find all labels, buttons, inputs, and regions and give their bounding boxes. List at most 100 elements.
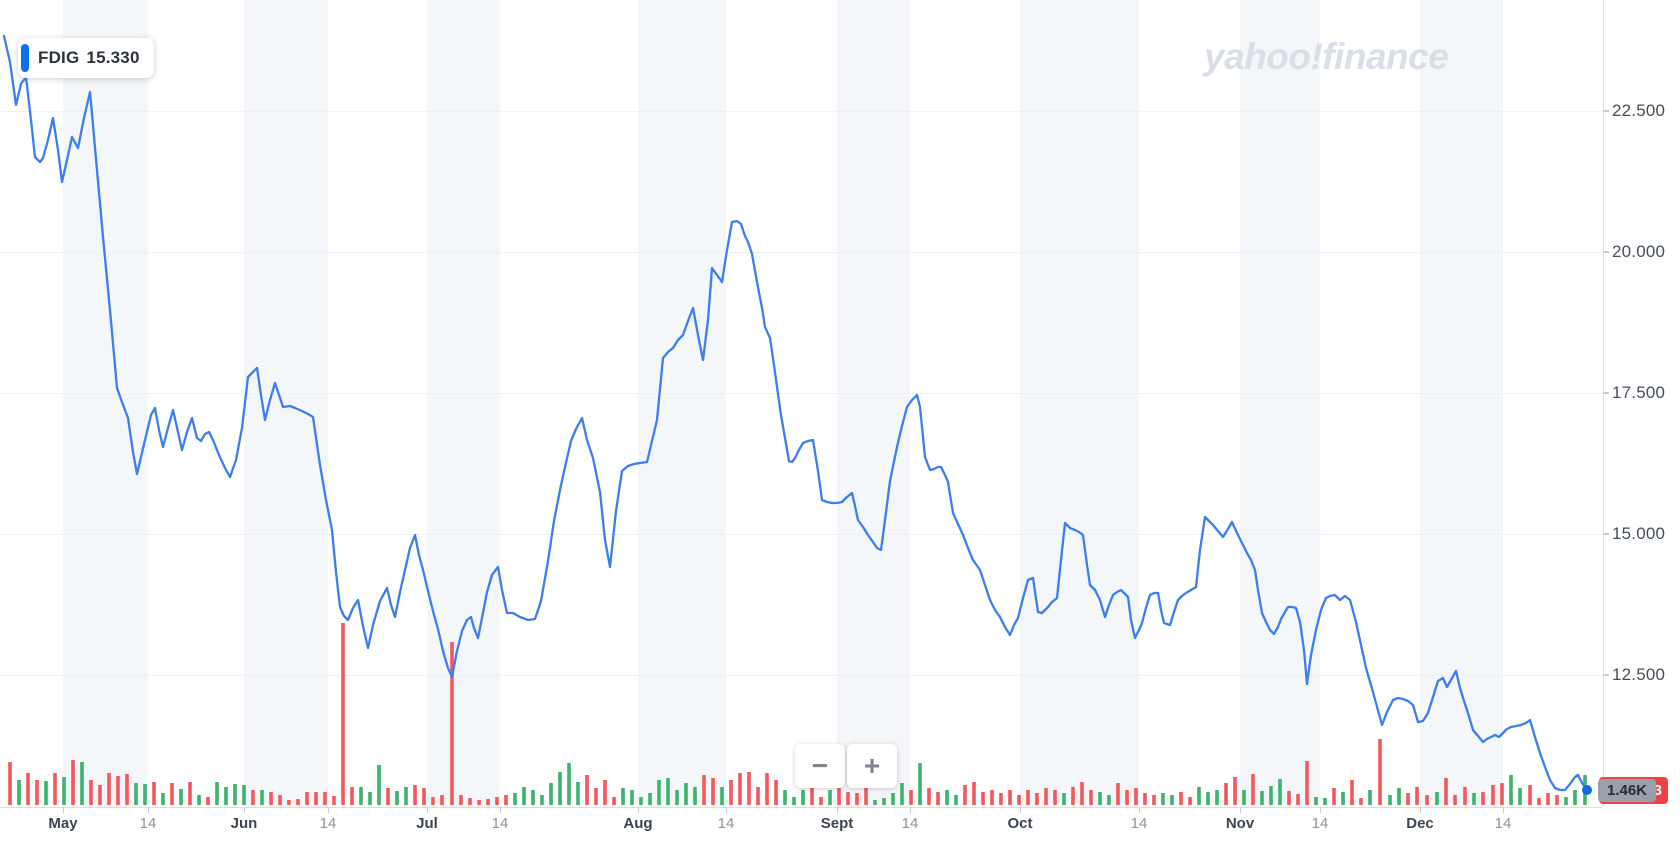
x-axis-tick <box>726 807 727 813</box>
x-axis-label-14: 14 <box>1494 815 1512 832</box>
price-line-series <box>2 34 1589 792</box>
volume-bar-down <box>1453 795 1457 805</box>
volume-bar-down <box>1035 793 1039 805</box>
volume-bar-up <box>395 791 399 805</box>
zoom-in-button[interactable]: + <box>847 744 897 788</box>
volume-bar-up <box>882 798 886 805</box>
volume-bar-down <box>332 796 336 805</box>
volume-bar-down <box>1287 791 1291 805</box>
volume-bar-up <box>1564 797 1568 805</box>
y-axis-label: 12.500 <box>1612 665 1666 684</box>
volume-bar-up <box>242 785 246 805</box>
volume-bar-up <box>62 777 66 805</box>
volume-bar-down <box>1116 783 1120 805</box>
x-axis-tick <box>1240 807 1241 813</box>
volume-bar-up <box>576 782 580 805</box>
volume-bar-up <box>1278 779 1282 805</box>
volume-bar-down <box>305 792 309 805</box>
y-axis-tick <box>1603 392 1609 394</box>
volume-bar-down <box>468 798 472 805</box>
zoom-out-button[interactable]: − <box>795 744 845 788</box>
volume-bar-down <box>1080 782 1084 805</box>
volume-bar-down <box>188 782 192 805</box>
volume-bar-down <box>1537 798 1541 805</box>
y-axis-label: 15.000 <box>1612 524 1666 543</box>
volume-bar-down <box>585 775 589 805</box>
volume-bar-up <box>1062 793 1066 805</box>
x-axis-tick <box>500 807 501 813</box>
volume-value-badge: 1.46K <box>1598 779 1656 802</box>
horizontal-gridline <box>0 675 1603 676</box>
volume-bar-down <box>1555 795 1559 805</box>
volume-bar-down <box>116 776 120 805</box>
yahoo-finance-watermark: yahoo!finance <box>1204 36 1449 77</box>
volume-bar-down <box>927 788 931 805</box>
volume-bar-up <box>1170 795 1174 805</box>
volume-bar-down <box>1251 774 1255 805</box>
volume-bar-up <box>17 780 21 805</box>
x-axis-tick <box>1020 807 1021 813</box>
x-axis-label-14: 14 <box>717 815 735 832</box>
volume-bar-up <box>368 792 372 805</box>
volume-bar-up <box>1197 787 1201 805</box>
volume-bar-up <box>1573 790 1577 805</box>
volume-bar-down <box>1415 787 1419 805</box>
volume-bar-down <box>837 787 841 805</box>
volume-bar-down <box>1143 793 1147 805</box>
volume-bar-up <box>639 797 643 805</box>
volume-bar-up <box>558 772 562 805</box>
volume-bar-down <box>1444 778 1448 805</box>
volume-bar-down <box>594 788 598 805</box>
volume-bar-down <box>981 792 985 805</box>
y-axis-label: 22.500 <box>1612 101 1666 120</box>
volume-bar-up <box>1161 793 1165 805</box>
volume-bar-down <box>323 792 327 805</box>
volume-bar-up <box>197 795 201 805</box>
volume-bar-up <box>792 797 796 805</box>
volume-bar-up <box>567 763 571 805</box>
horizontal-gridline <box>0 534 1603 535</box>
volume-bar-up <box>648 793 652 805</box>
volume-bar-down <box>440 795 444 805</box>
volume-bar-down <box>729 780 733 805</box>
volume-bar-up <box>1215 790 1219 805</box>
volume-bar-up <box>873 800 877 805</box>
volume-bar-up <box>215 782 219 805</box>
volume-bar-up <box>1472 793 1476 805</box>
volume-bar-up <box>1509 775 1513 805</box>
volume-bar-down <box>1125 790 1129 805</box>
volume-bar-down <box>53 773 57 805</box>
volume-bar-up <box>143 784 147 805</box>
volume-bar-down <box>1233 777 1237 805</box>
volume-bar-down <box>1017 795 1021 805</box>
volume-bar-down <box>35 780 39 805</box>
ticker-legend-badge: FDIG 15.330 <box>18 38 154 78</box>
volume-bar-up <box>693 787 697 805</box>
volume-bar-up <box>233 784 237 805</box>
volume-bar-up <box>161 793 165 805</box>
volume-bar-up <box>1107 795 1111 805</box>
month-shaded-band <box>638 0 726 807</box>
volume-bar-down <box>1406 793 1410 805</box>
volume-bar-down <box>1350 780 1354 805</box>
volume-bar-down <box>1134 788 1138 805</box>
volume-bar-down <box>89 780 93 805</box>
volume-bar-up <box>1269 786 1273 805</box>
volume-bar-down <box>314 792 318 805</box>
x-axis-label-14: 14 <box>491 815 509 832</box>
x-axis-tick <box>148 807 149 813</box>
volume-bar-up <box>359 787 363 805</box>
volume-bar-up <box>377 765 381 805</box>
x-axis-label-14: 14 <box>319 815 337 832</box>
volume-bar-down <box>1463 787 1467 805</box>
volume-bar-up <box>720 787 724 805</box>
volume-bar-down <box>603 780 607 805</box>
x-axis-tick <box>638 807 639 813</box>
volume-bar-up <box>522 787 526 805</box>
horizontal-gridline <box>0 393 1603 394</box>
volume-bar-up <box>801 790 805 805</box>
x-axis-tick <box>1503 807 1504 813</box>
volume-bar-down <box>810 785 814 805</box>
